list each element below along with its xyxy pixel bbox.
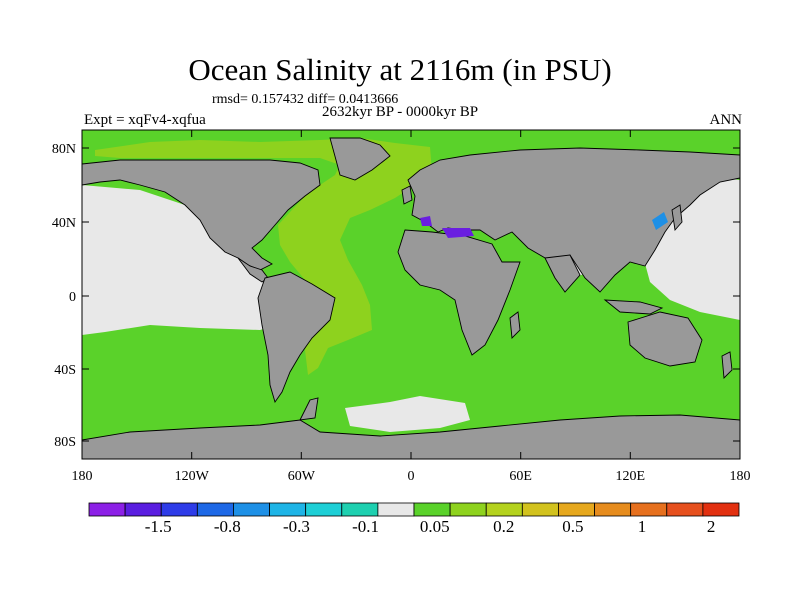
lat-label-80n: 80N [52, 142, 76, 157]
lat-label-80s: 80S [54, 435, 76, 450]
lat-label-40s: 40S [54, 363, 76, 378]
colorbar-box-12 [521, 502, 559, 517]
colorbar-box-10 [449, 502, 487, 517]
colorbar-box-8 [377, 502, 415, 517]
colorbar-label-0.2: 0.2 [493, 517, 514, 536]
south-america [257, 271, 336, 404]
indonesia [603, 299, 664, 315]
axis-ticks [81, 130, 741, 459]
lat-label-40n: 40N [52, 216, 76, 231]
colorbar-label-0.05: 0.05 [420, 517, 450, 536]
antarctica [82, 414, 740, 459]
colorbar-box-4 [233, 502, 270, 517]
australia [627, 311, 703, 367]
antarctic-peninsula [299, 397, 319, 421]
land-masses [82, 137, 740, 459]
new-zealand [721, 351, 733, 379]
colorbar-box-5 [269, 502, 307, 517]
greenland [329, 137, 391, 181]
lon-label-60e: 60E [509, 469, 532, 484]
lon-label-180e: 180 [730, 469, 751, 484]
colorbar-label-neg1.5: -1.5 [145, 517, 172, 536]
season-label: ANN [709, 112, 743, 128]
lon-label-120e: 120E [616, 469, 646, 484]
colorbar-label-neg0.3: -0.3 [283, 517, 310, 536]
negative-anomalies [420, 212, 668, 238]
colorbar-box-1 [124, 502, 162, 517]
map-plot-area [82, 130, 740, 459]
colorbar-box-15 [630, 502, 668, 517]
africa [397, 229, 521, 356]
colorbar-label-neg0.1: -0.1 [352, 517, 379, 536]
experiment-label: Expt = xqFv4-xqfua [84, 112, 206, 128]
madagascar [509, 311, 521, 339]
time-period: 2632kyr BP - 0000kyr BP [322, 104, 479, 120]
map-title: Ocean Salinity at 2116m (in PSU) [188, 52, 612, 87]
colorbar-box-11 [485, 502, 523, 517]
colorbar-label-1: 1 [638, 517, 647, 536]
lon-label-180w: 180 [72, 469, 93, 484]
british-isles [401, 185, 413, 205]
colorbar-box-16 [666, 502, 704, 517]
lat-label-0: 0 [69, 290, 76, 305]
north-america [82, 159, 321, 271]
colorbar-box-14 [594, 502, 632, 517]
colorbar-box-9 [413, 502, 451, 517]
colorbar-box-17 [702, 502, 740, 517]
colorbar-box-6 [305, 502, 343, 517]
colorbar-label-2: 2 [707, 517, 716, 536]
lon-label-60w: 60W [288, 469, 316, 484]
lon-label-0: 0 [408, 469, 415, 484]
rmsd-diff-stats: rmsd= 0.157432 diff= 0.0413666 [212, 92, 399, 107]
longitude-labels: 180 120W 60W 0 60E 120E 180 [72, 469, 751, 484]
colorbar-box-0 [88, 502, 126, 517]
colorbar-box-13 [558, 502, 595, 517]
yellow-green-regions [95, 138, 432, 375]
colorbar-labels: -1.5 -0.8 -0.3 -0.1 0.05 0.2 0.5 1 2 [145, 517, 716, 536]
india [544, 254, 581, 293]
lon-label-120w: 120W [175, 469, 210, 484]
colorbar [88, 502, 740, 517]
latitude-labels: 80N 40N 0 40S 80S [52, 142, 76, 450]
colorbar-box-3 [196, 502, 234, 517]
japan [671, 204, 683, 232]
colorbar-box-2 [160, 502, 198, 517]
colorbar-box-7 [341, 502, 379, 517]
colorbar-label-neg0.8: -0.8 [214, 517, 241, 536]
colorbar-label-0.5: 0.5 [562, 517, 583, 536]
